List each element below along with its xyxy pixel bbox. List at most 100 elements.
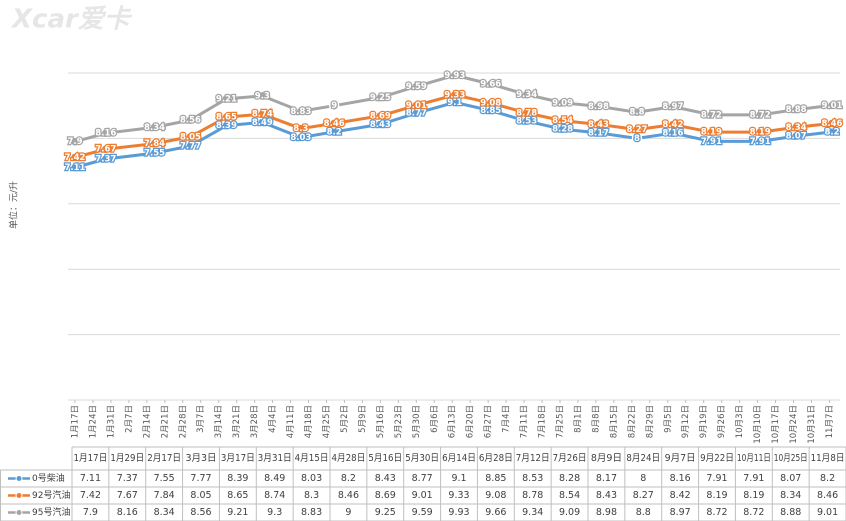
data-label: 8.85 [480,106,501,116]
table-header: 10月11日 [737,453,771,464]
x-tick-label: 8月29日 [645,405,655,438]
x-tick-label: 3月21日 [232,405,242,438]
point [295,123,307,134]
table-header: 7月26日 [553,453,587,464]
data-label: 8.65 [216,113,237,123]
point [375,110,386,122]
table-cell: 8.69 [375,490,396,501]
table-cell: 8.07 [780,473,801,484]
data-label: 7.84 [144,139,165,149]
x-tick-label: 3月14日 [214,405,224,438]
table-cell: 9.34 [522,507,543,518]
table-cell: 9.01 [817,507,838,518]
data-label: 8.83 [290,107,311,117]
data-label: 8.17 [588,128,609,138]
x-tick-label: 9月12日 [681,405,691,438]
table-cell: 8.16 [670,473,691,484]
data-label: 9.21 [216,94,237,104]
table-cell: 8.43 [375,473,396,484]
table-header: 2月17日 [147,453,181,464]
table-cell: 8.56 [190,507,211,518]
table-cell: 8.78 [522,490,543,501]
table-header: 6月28日 [479,453,513,464]
table-header: 7月12日 [516,453,550,464]
x-tick-label: 1月17日 [71,405,81,438]
x-tick-label: 10月3日 [735,405,745,438]
data-label: 8.54 [552,116,573,126]
table-cell: 8.3 [304,490,319,501]
data-label: 8.43 [370,120,391,130]
x-tick-label: 7月11日 [520,405,530,438]
data-label: 8.49 [252,118,273,128]
point [295,106,307,117]
point [631,124,643,135]
data-label: 9.09 [552,98,573,108]
point [328,100,340,111]
table-cell: 8.97 [670,507,691,518]
x-tick-label: 9月26日 [717,405,727,438]
x-tick-label: 9月5日 [663,405,673,433]
x-tick-label: 5月16日 [376,405,386,438]
table-cell: 8.03 [301,473,322,484]
table-cell: 9.01 [412,490,433,501]
point [100,127,112,139]
point [149,138,160,149]
table-cell: 7.55 [154,473,175,484]
point [667,119,679,130]
table-cell: 8.19 [706,490,727,501]
table-cell: 8.43 [596,490,617,501]
point [100,143,112,155]
table-cell: 8.34 [154,507,175,518]
table-cell: 9.93 [448,507,469,518]
table-cell: 8.72 [706,507,727,518]
table-header: 3月17日 [221,453,255,464]
data-label: 9.34 [516,90,537,100]
point [449,70,461,81]
legend-marker [15,475,23,482]
x-tick-label: 1月24日 [88,405,98,438]
data-label: 8.72 [701,110,722,120]
data-label: 9.66 [480,80,501,90]
point [706,126,717,138]
point [826,100,838,111]
table-cell: 8.34 [780,490,801,501]
table-cell: 7.37 [117,473,138,484]
table-cell: 7.91 [743,473,764,484]
point [557,97,568,109]
x-tick-label: 11月7日 [825,405,835,438]
data-label: 8.05 [180,132,201,142]
data-label: 8.46 [822,119,843,129]
table-cell: 8.49 [264,473,285,484]
watermark: Xcar爱卡 [10,5,133,35]
x-tick-label: 5月30日 [412,405,422,438]
table-cell: 9.25 [375,507,396,518]
data-label: 8.74 [252,110,273,120]
x-tick-label: 2月28日 [178,405,188,438]
x-tick-label: 7月18日 [538,405,548,438]
point [790,104,802,115]
point [485,78,496,90]
data-label: 7.77 [180,141,201,151]
table-cell: 9.59 [412,507,433,518]
data-label: 9.01 [406,101,427,111]
table-cell: 8.17 [596,473,617,484]
table-cell: 8.05 [190,490,211,501]
x-tick-label: 10月24日 [789,405,799,444]
x-tick-label: 2月14日 [142,405,152,438]
data-label: 8.78 [516,108,537,118]
x-tick-label: 6月20日 [466,405,476,438]
table-cell: 7.67 [117,490,138,501]
table-cell: 8.85 [485,473,506,484]
table-cell: 8.74 [264,490,285,501]
x-tick-label: 5月9日 [358,405,368,433]
table-cell: 7.11 [80,473,101,484]
data-label: 9.25 [370,93,391,103]
table-cell: 8.42 [670,490,691,501]
x-tick-label: 9月19日 [699,405,709,438]
data-label: 8.42 [662,120,683,130]
x-tick-label: 7月25日 [555,405,565,438]
table-cell: 9.1 [451,473,466,484]
data-label: 8.16 [662,129,683,139]
point [411,100,422,111]
table-header: 8月24日 [626,453,660,464]
